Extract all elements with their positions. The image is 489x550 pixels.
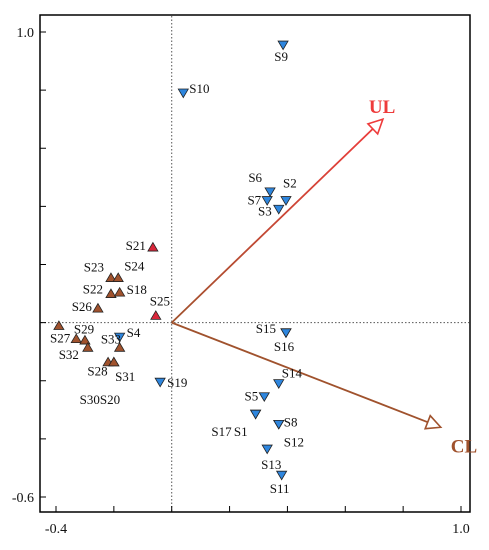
- point-s18: [113, 286, 126, 297]
- y-tick-label: 1.0: [17, 26, 35, 41]
- point-s24: [112, 272, 124, 282]
- point-s5: [258, 392, 270, 403]
- point-label-s24: S24: [124, 259, 145, 274]
- point-s16: [280, 328, 292, 339]
- point-s12: [273, 419, 285, 430]
- point-s23: [105, 272, 117, 282]
- axis-ticks: 1.0 -0.6 -0.4 1.0: [12, 26, 470, 537]
- point-s2: [280, 196, 292, 206]
- point-s14: [273, 379, 285, 389]
- point-s6: [264, 187, 276, 198]
- point-label-s19: S19: [167, 375, 187, 390]
- vector-ul-arrowhead: [366, 117, 385, 136]
- point-label-s7: S7: [247, 193, 261, 208]
- point-label-s9: S9: [274, 49, 288, 64]
- vector-ul-line: [171, 128, 374, 324]
- point-label-s2: S2: [283, 176, 297, 191]
- point-s26: [92, 302, 104, 313]
- vector-cl-label: CL: [451, 436, 477, 457]
- point-label-s1: S1: [234, 424, 248, 439]
- point-label-s16: S16: [274, 339, 295, 354]
- environment-vectors: UL CL: [171, 97, 477, 457]
- point-s17: [249, 409, 262, 420]
- point-label-s15: S15: [256, 321, 276, 336]
- point-label-s32: S32: [59, 347, 79, 362]
- point-label-s29: S29: [74, 322, 94, 337]
- point-s33: [82, 342, 94, 352]
- point-label-s5: S5: [245, 389, 259, 404]
- point-label-s33: S33: [101, 331, 121, 346]
- point-label-s11: S11: [270, 481, 290, 496]
- point-s22: [105, 288, 117, 298]
- point-label-s22: S22: [83, 282, 103, 297]
- point-label-s20: S20: [100, 392, 120, 407]
- point-s10: [177, 88, 189, 99]
- x-tick-label: -0.4: [45, 522, 67, 537]
- point-s28: [113, 342, 126, 352]
- point-label-s8: S8: [284, 414, 298, 429]
- point-s25: [150, 310, 162, 320]
- point-label-s17: S17: [211, 424, 232, 439]
- point-s20: [108, 356, 120, 367]
- point-label-s3: S3: [258, 203, 272, 218]
- y-tick-label: -0.6: [12, 491, 34, 506]
- point-label-s10: S10: [189, 81, 209, 96]
- point-s19: [154, 377, 166, 388]
- point-label-s13: S13: [261, 457, 281, 472]
- point-s9: [277, 40, 289, 51]
- point-s32: [79, 334, 91, 345]
- point-s11: [275, 470, 288, 481]
- point-label-s6: S6: [248, 170, 262, 185]
- point-s4: [113, 332, 126, 343]
- point-s13: [261, 444, 273, 455]
- reference-lines: [41, 16, 469, 511]
- point-label-s31: S31: [115, 369, 135, 384]
- point-s3: [273, 204, 285, 215]
- point-label-s12: S12: [284, 434, 304, 449]
- vector-cl-arrowhead: [423, 414, 443, 430]
- vector-cl-line: [171, 321, 429, 424]
- point-s29: [53, 320, 65, 330]
- point-label-s27: S27: [50, 331, 71, 346]
- point-s21: [147, 241, 159, 252]
- point-label-s18: S18: [127, 282, 147, 297]
- point-label-s30: S30: [80, 392, 100, 407]
- point-label-s25: S25: [150, 293, 170, 308]
- point-label-s26: S26: [72, 299, 93, 314]
- point-label-s14: S14: [282, 366, 303, 381]
- point-label-s21: S21: [126, 238, 146, 253]
- point-s7: [261, 196, 273, 206]
- point-s27: [70, 333, 82, 344]
- point-label-s4: S4: [127, 325, 141, 340]
- x-tick-label: 1.0: [452, 522, 470, 537]
- vector-ul-label: UL: [369, 97, 395, 118]
- point-label-s28: S28: [87, 363, 107, 378]
- point-label-s23: S23: [84, 260, 104, 275]
- plot-frame: [39, 14, 471, 513]
